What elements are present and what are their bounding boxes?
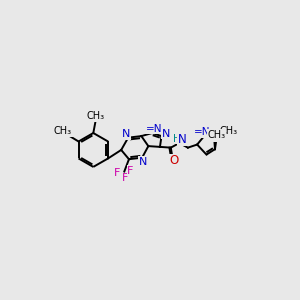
Text: H: H [173, 134, 181, 144]
Text: =N: =N [194, 127, 210, 137]
Text: O: O [169, 154, 178, 167]
Text: F: F [114, 168, 121, 178]
Text: =N: =N [146, 124, 162, 134]
Text: F: F [122, 173, 128, 184]
Text: CH₃: CH₃ [220, 127, 238, 136]
Text: CH₃: CH₃ [208, 130, 226, 140]
Text: N: N [139, 157, 147, 166]
Text: N: N [162, 129, 170, 139]
Text: CH₃: CH₃ [87, 111, 105, 121]
Text: N: N [213, 128, 222, 141]
Text: N: N [178, 133, 187, 146]
Text: N: N [122, 129, 130, 139]
Text: F: F [127, 166, 134, 176]
Text: CH₃: CH₃ [54, 127, 72, 136]
